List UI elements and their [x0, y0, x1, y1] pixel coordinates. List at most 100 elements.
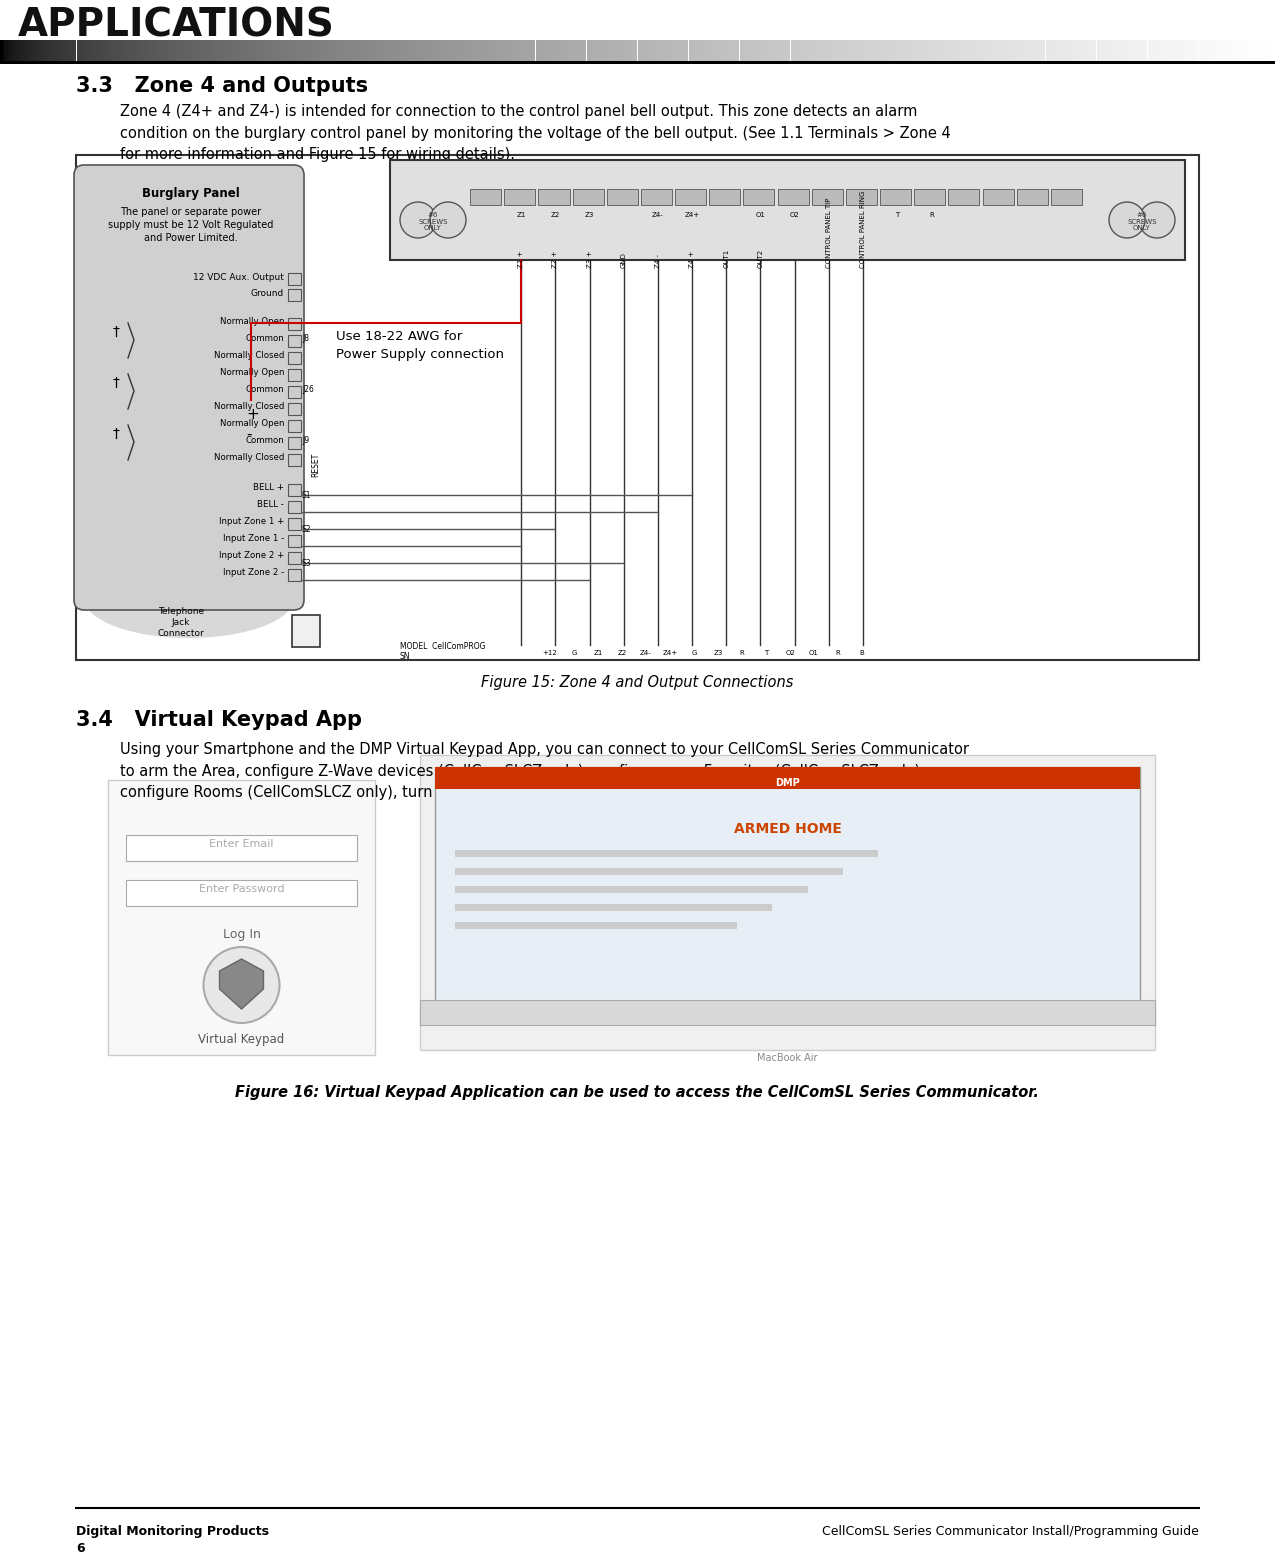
Bar: [59, 41, 61, 62]
Bar: [316, 41, 319, 62]
Text: Z3: Z3: [713, 650, 723, 656]
Text: B: B: [859, 650, 864, 656]
Text: Z4 +: Z4 +: [688, 251, 695, 268]
Bar: [928, 41, 931, 62]
Bar: [117, 41, 120, 62]
Bar: [584, 41, 586, 62]
Bar: [495, 41, 497, 62]
Text: Z3: Z3: [585, 212, 594, 218]
Bar: [367, 41, 370, 62]
Bar: [46, 41, 48, 62]
Bar: [292, 614, 320, 647]
Bar: [898, 41, 900, 62]
Bar: [107, 41, 110, 62]
Bar: [740, 41, 742, 62]
Text: 3.3   Zone 4 and Outputs: 3.3 Zone 4 and Outputs: [76, 76, 368, 97]
Bar: [288, 335, 301, 348]
Bar: [421, 41, 423, 62]
Text: GND: GND: [621, 253, 627, 268]
Bar: [734, 41, 737, 62]
Bar: [145, 41, 148, 62]
Bar: [201, 41, 204, 62]
Bar: [20, 41, 23, 62]
Bar: [1186, 41, 1188, 62]
Bar: [892, 41, 895, 62]
Bar: [133, 41, 135, 62]
Bar: [694, 41, 696, 62]
Bar: [365, 41, 367, 62]
Bar: [875, 41, 877, 62]
Bar: [474, 41, 477, 62]
Text: Burglary Panel: Burglary Panel: [142, 187, 240, 200]
Bar: [245, 41, 247, 62]
Bar: [74, 41, 76, 62]
Bar: [1099, 41, 1102, 62]
Bar: [398, 41, 400, 62]
Bar: [1010, 41, 1012, 62]
Bar: [158, 41, 161, 62]
Bar: [627, 41, 630, 62]
Bar: [513, 41, 515, 62]
Text: Common: Common: [245, 385, 284, 394]
Bar: [288, 419, 301, 432]
Bar: [173, 41, 176, 62]
Bar: [765, 41, 768, 62]
Text: Input Zone 2 +: Input Zone 2 +: [218, 550, 284, 560]
Bar: [419, 999, 1155, 1024]
Bar: [699, 41, 701, 62]
Bar: [538, 41, 541, 62]
Bar: [681, 41, 683, 62]
Text: Normally Open: Normally Open: [219, 316, 284, 326]
Text: O1: O1: [756, 212, 765, 218]
Text: S1: S1: [302, 491, 311, 500]
Bar: [592, 41, 594, 62]
Text: +12: +12: [543, 650, 557, 656]
Text: R: R: [929, 212, 933, 218]
Bar: [1181, 41, 1183, 62]
Bar: [0, 41, 3, 62]
Text: O2: O2: [789, 212, 799, 218]
Text: Figure 16: Virtual Keypad Application can be used to access the CellComSL Series: Figure 16: Virtual Keypad Application ca…: [235, 1085, 1039, 1101]
Bar: [574, 41, 576, 62]
Bar: [974, 41, 977, 62]
Bar: [1096, 41, 1099, 62]
Bar: [859, 41, 862, 62]
Bar: [181, 41, 184, 62]
Bar: [260, 41, 263, 62]
Bar: [411, 41, 413, 62]
Text: Z1 +: Z1 +: [518, 251, 524, 268]
Bar: [867, 41, 870, 62]
Bar: [918, 41, 921, 62]
Bar: [1234, 41, 1237, 62]
Text: Ground: Ground: [251, 288, 284, 298]
Bar: [455, 921, 737, 929]
Bar: [385, 41, 388, 62]
Bar: [949, 189, 979, 204]
Bar: [332, 41, 334, 62]
Bar: [617, 41, 620, 62]
Bar: [762, 41, 765, 62]
Ellipse shape: [84, 558, 295, 638]
Bar: [76, 154, 1198, 659]
Bar: [790, 41, 793, 62]
Bar: [910, 41, 913, 62]
Text: Z4-: Z4-: [640, 650, 652, 656]
Bar: [311, 41, 314, 62]
Bar: [482, 41, 484, 62]
Bar: [275, 41, 278, 62]
Bar: [1020, 41, 1023, 62]
Bar: [842, 41, 844, 62]
Bar: [1127, 41, 1130, 62]
Bar: [1140, 41, 1142, 62]
Bar: [607, 189, 638, 204]
Bar: [768, 41, 770, 62]
Bar: [1084, 41, 1086, 62]
Bar: [1250, 41, 1252, 62]
Bar: [969, 41, 972, 62]
Bar: [470, 189, 501, 204]
Bar: [1237, 41, 1239, 62]
Bar: [908, 41, 910, 62]
Bar: [1109, 41, 1112, 62]
Bar: [209, 41, 212, 62]
Text: Z4+: Z4+: [685, 212, 700, 218]
